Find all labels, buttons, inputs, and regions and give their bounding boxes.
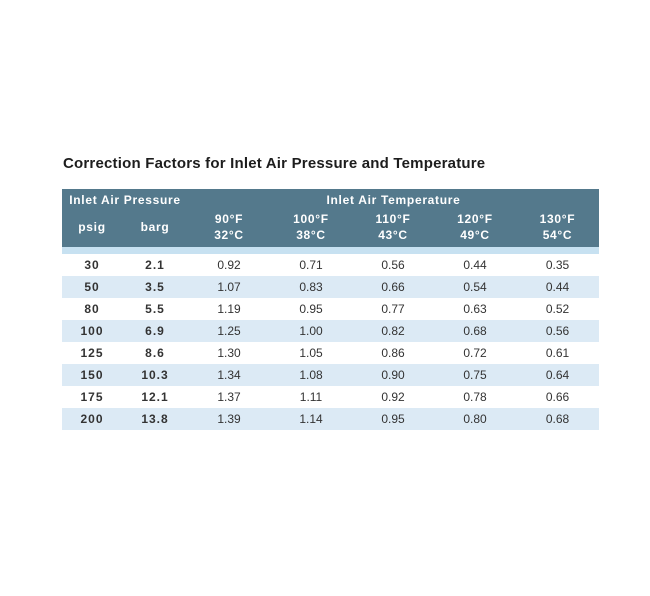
factor-value: 1.11 <box>270 386 352 408</box>
column-header-line: 90°F <box>214 211 244 226</box>
factor-value: 0.82 <box>352 320 434 342</box>
psig-value: 175 <box>62 386 122 408</box>
barg-value: 6.9 <box>122 320 188 342</box>
correction-factors-table: Inlet Air Pressure Inlet Air Temperature… <box>62 189 599 430</box>
table-body: 30 2.1 0.92 0.71 0.56 0.44 0.35 50 3.5 1.07 0.83 0.… <box>62 247 599 430</box>
group-header-pressure: Inlet Air Pressure <box>62 189 188 210</box>
table-row: 125 8.6 1.30 1.05 0.86 0.72 0.61 <box>62 342 599 364</box>
column-header-line: psig <box>78 219 106 234</box>
factor-value: 0.92 <box>352 386 434 408</box>
barg-value: 2.1 <box>122 254 188 276</box>
factor-value: 0.56 <box>352 254 434 276</box>
column-header-psig: psig <box>62 210 122 247</box>
factor-value: 0.83 <box>270 276 352 298</box>
factor-value: 0.66 <box>516 386 599 408</box>
table-row: 150 10.3 1.34 1.08 0.90 0.75 0.64 <box>62 364 599 386</box>
table-row: 80 5.5 1.19 0.95 0.77 0.63 0.52 <box>62 298 599 320</box>
factor-value: 1.14 <box>270 408 352 430</box>
factor-value: 0.56 <box>516 320 599 342</box>
column-header-temp-90f: 90°F 32°C <box>188 210 270 247</box>
factor-value: 0.44 <box>434 254 516 276</box>
column-header-line: 54°C <box>542 227 573 242</box>
factor-value: 0.80 <box>434 408 516 430</box>
psig-value: 100 <box>62 320 122 342</box>
factor-value: 0.35 <box>516 254 599 276</box>
table-header: Inlet Air Pressure Inlet Air Temperature… <box>62 189 599 247</box>
column-header-line: 38°C <box>296 227 326 242</box>
factor-value: 0.44 <box>516 276 599 298</box>
factor-value: 0.71 <box>270 254 352 276</box>
column-header-line: 32°C <box>214 227 244 242</box>
factor-value: 1.05 <box>270 342 352 364</box>
column-header-line: 43°C <box>378 227 408 242</box>
barg-value: 8.6 <box>122 342 188 364</box>
column-header-temp-120f: 120°F 49°C <box>434 210 516 247</box>
factor-value: 0.63 <box>434 298 516 320</box>
column-header-line: 100°F <box>293 211 329 226</box>
factor-value: 0.77 <box>352 298 434 320</box>
factor-value: 1.37 <box>188 386 270 408</box>
column-header-temp-100f: 100°F 38°C <box>270 210 352 247</box>
table-row: 100 6.9 1.25 1.00 0.82 0.68 0.56 <box>62 320 599 342</box>
column-header-row: psig barg 90°F 32°C 100°F 38°C 110°F 43°C 120°F 4… <box>62 210 599 247</box>
factor-value: 0.61 <box>516 342 599 364</box>
factor-value: 1.30 <box>188 342 270 364</box>
factor-value: 0.86 <box>352 342 434 364</box>
factor-value: 0.90 <box>352 364 434 386</box>
psig-value: 30 <box>62 254 122 276</box>
table-row: 175 12.1 1.37 1.11 0.92 0.78 0.66 <box>62 386 599 408</box>
psig-value: 50 <box>62 276 122 298</box>
column-header-line: barg <box>140 219 170 234</box>
header-separator-band-cell <box>62 247 599 254</box>
table-row: 200 13.8 1.39 1.14 0.95 0.80 0.68 <box>62 408 599 430</box>
psig-value: 150 <box>62 364 122 386</box>
psig-value: 200 <box>62 408 122 430</box>
group-header-temperature: Inlet Air Temperature <box>188 189 599 210</box>
barg-value: 13.8 <box>122 408 188 430</box>
psig-value: 125 <box>62 342 122 364</box>
factor-value: 0.68 <box>516 408 599 430</box>
barg-value: 10.3 <box>122 364 188 386</box>
factor-value: 1.07 <box>188 276 270 298</box>
column-header-line: 110°F <box>375 211 411 226</box>
factor-value: 1.34 <box>188 364 270 386</box>
header-separator-band <box>62 247 599 254</box>
factor-value: 0.52 <box>516 298 599 320</box>
factor-value: 1.25 <box>188 320 270 342</box>
factor-value: 0.92 <box>188 254 270 276</box>
factor-value: 1.08 <box>270 364 352 386</box>
factor-value: 0.78 <box>434 386 516 408</box>
column-header-line: 120°F <box>457 211 493 226</box>
factor-value: 1.19 <box>188 298 270 320</box>
factor-value: 0.95 <box>352 408 434 430</box>
column-header-temp-110f: 110°F 43°C <box>352 210 434 247</box>
psig-value: 80 <box>62 298 122 320</box>
column-header-temp-130f: 130°F 54°C <box>516 210 599 247</box>
factor-value: 0.64 <box>516 364 599 386</box>
factor-value: 0.95 <box>270 298 352 320</box>
factor-value: 0.68 <box>434 320 516 342</box>
table-row: 30 2.1 0.92 0.71 0.56 0.44 0.35 <box>62 254 599 276</box>
factor-value: 1.39 <box>188 408 270 430</box>
factor-value: 0.75 <box>434 364 516 386</box>
factor-value: 0.66 <box>352 276 434 298</box>
factor-value: 1.00 <box>270 320 352 342</box>
column-header-line: 130°F <box>539 211 576 226</box>
factor-value: 0.54 <box>434 276 516 298</box>
barg-value: 5.5 <box>122 298 188 320</box>
column-header-barg: barg <box>122 210 188 247</box>
table-row: 50 3.5 1.07 0.83 0.66 0.54 0.44 <box>62 276 599 298</box>
page-title: Correction Factors for Inlet Air Pressur… <box>63 155 486 172</box>
column-header-line: 49°C <box>460 227 490 242</box>
group-header-row: Inlet Air Pressure Inlet Air Temperature <box>62 189 599 210</box>
factor-value: 0.72 <box>434 342 516 364</box>
barg-value: 3.5 <box>122 276 188 298</box>
barg-value: 12.1 <box>122 386 188 408</box>
